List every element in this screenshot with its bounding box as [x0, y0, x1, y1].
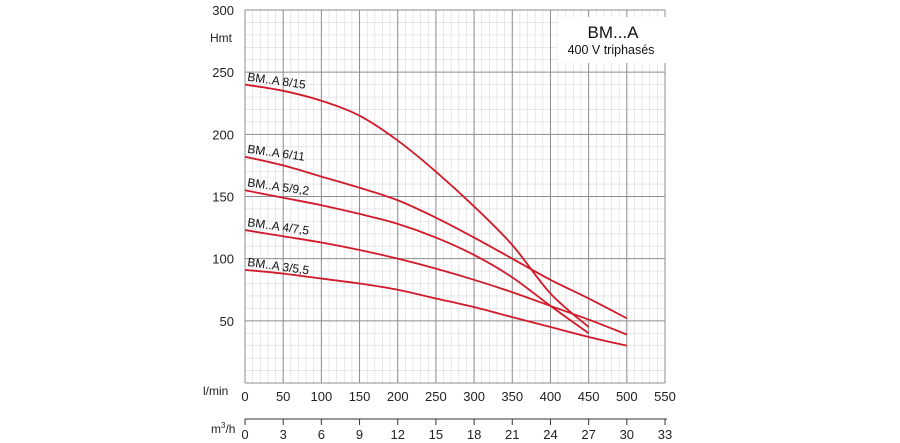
x-tick-label: 150 [349, 389, 371, 404]
x-tick-label: 350 [501, 389, 523, 404]
series-label-3: BM..A 5/9,2 [247, 175, 311, 198]
y-tick-label: 150 [212, 190, 234, 205]
secondary-tick-label: 18 [467, 427, 481, 442]
y-tick-label: 200 [212, 127, 234, 142]
secondary-axis-tickmarks [244, 419, 666, 425]
secondary-tick-label: 9 [356, 427, 363, 442]
secondary-tick-labels: 0 3 6 9 12 15 18 21 24 27 30 33 [241, 427, 672, 442]
secondary-tick-label: 12 [390, 427, 404, 442]
y-tick-label: 50 [220, 314, 234, 329]
x-tick-label: 0 [241, 389, 248, 404]
x-tick-label: 200 [387, 389, 409, 404]
chart-subtitle: 400 V triphasés [568, 43, 655, 57]
y-axis-label: Hmt [210, 31, 233, 45]
secondary-tick-label: 24 [543, 427, 557, 442]
x-axis-label: l/min [203, 384, 228, 398]
series-label-4: BM..A 4/7,5 [247, 215, 311, 238]
series-line-5 [244, 268, 628, 347]
secondary-axis-label-end: /h [225, 422, 235, 436]
secondary-tick-label: 6 [318, 427, 325, 442]
series-line-3 [244, 189, 590, 334]
x-tick-label: 550 [654, 389, 676, 404]
secondary-tick-label: 33 [658, 427, 672, 442]
title-box: BM...A 400 V triphasés [558, 17, 668, 63]
chart-title: BM...A [587, 23, 639, 42]
series-lines [244, 83, 628, 347]
secondary-tick-label: 15 [429, 427, 443, 442]
x-tick-label: 450 [578, 389, 600, 404]
y-tick-label: 100 [212, 252, 234, 267]
secondary-tick-label: 0 [241, 427, 248, 442]
secondary-tick-label: 27 [581, 427, 595, 442]
x-tick-label: 250 [425, 389, 447, 404]
secondary-tick-label: 21 [505, 427, 519, 442]
series-label-1: BM..A 8/15 [247, 70, 307, 92]
x-tick-label: 500 [616, 389, 638, 404]
x-tick-label: 300 [463, 389, 485, 404]
series-line-2 [244, 155, 628, 320]
x-tick-labels: 0 50 100 150 200 250 300 350 400 450 500 550 [241, 389, 675, 404]
x-tick-label: 400 [540, 389, 562, 404]
x-tick-label: 50 [276, 389, 290, 404]
x-tick-label: 100 [311, 389, 333, 404]
secondary-tick-label: 30 [620, 427, 634, 442]
secondary-axis-label-base: m [211, 422, 221, 436]
y-tick-label: 300 [212, 3, 234, 18]
series-line-4 [244, 229, 628, 336]
series-line-1 [244, 83, 590, 328]
secondary-axis-label-sup: 3 [221, 421, 226, 430]
secondary-axis-label: m3/h [211, 421, 235, 436]
y-tick-labels: 50 100 150 200 250 300 [212, 3, 234, 329]
secondary-tick-label: 3 [280, 427, 287, 442]
major-grid [244, 9, 666, 384]
y-tick-label: 250 [212, 65, 234, 80]
series-label-2: BM..A 6/11 [247, 142, 307, 164]
